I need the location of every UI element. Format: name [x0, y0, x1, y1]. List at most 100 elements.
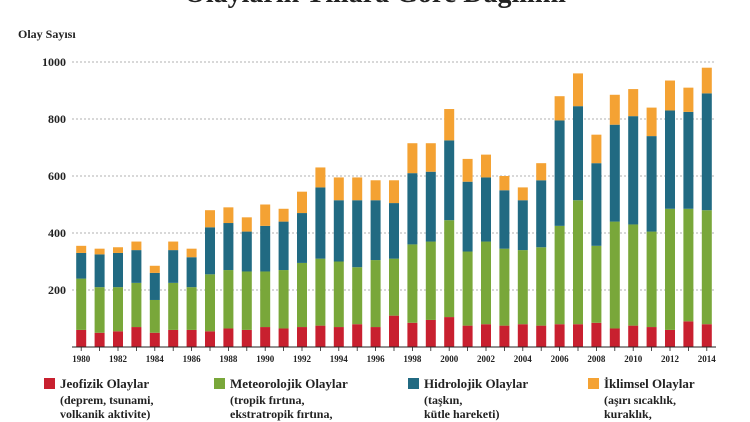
legend-description: (tropik fırtına, [230, 393, 304, 407]
bar-segment [554, 96, 565, 121]
bar-segment [149, 265, 160, 273]
bar-segment [94, 254, 105, 288]
bar-segment [297, 327, 307, 347]
bar-segment [370, 200, 381, 261]
bar-segment [76, 329, 87, 347]
legend-swatch [588, 378, 599, 389]
bar-segment [241, 231, 252, 272]
bar-segment [591, 134, 602, 164]
bar-segment [407, 322, 418, 347]
y-axis-label: Olay Sayısı [18, 27, 76, 41]
bar-segment [333, 177, 344, 201]
y-tick-label: 600 [48, 169, 66, 183]
legend-swatch [44, 378, 55, 389]
bar-segment [260, 271, 271, 328]
bar-segment [517, 250, 528, 325]
x-tick-label: 2000 [440, 354, 459, 364]
bar-segment [168, 282, 179, 330]
bar-segment [241, 271, 252, 330]
bar-segment [76, 278, 87, 330]
bar-segment [628, 224, 639, 326]
bar-segment [278, 270, 289, 329]
bar-segment [591, 322, 602, 347]
bar-segment [646, 136, 657, 232]
bar-segment [223, 207, 234, 224]
bar-segment [333, 261, 344, 328]
bar-segment [241, 329, 252, 347]
x-tick-label: 1992 [293, 354, 312, 364]
x-tick-label: 1998 [403, 354, 422, 364]
bar-segment [701, 93, 712, 211]
bar-segment [628, 116, 639, 225]
bar-segment [665, 80, 675, 111]
bar-segment [444, 220, 455, 318]
bar-segment [223, 223, 234, 271]
bar-segment [278, 328, 289, 347]
bar-segment [223, 328, 234, 347]
bar-segment [149, 299, 160, 333]
bar-segment [223, 270, 234, 329]
bar-segment [260, 225, 271, 272]
bar-segment [186, 287, 197, 330]
bar-segment [609, 124, 620, 222]
bar-segment [462, 181, 473, 252]
bar-segment [665, 329, 675, 347]
bar-segment [370, 260, 381, 328]
legend-description: (aşırı sıcaklık, [604, 393, 676, 407]
bar-segment [517, 324, 528, 347]
legend-description: ekstratropik fırtına, [230, 407, 332, 421]
bar-segment [683, 208, 694, 322]
bar-segment [591, 163, 602, 246]
bar-segment [499, 176, 510, 191]
bar-segment [131, 327, 142, 347]
x-tick-label: 1988 [219, 354, 238, 364]
bar-segment [481, 241, 491, 325]
bar-segment [260, 327, 271, 347]
x-tick-label: 2002 [477, 354, 496, 364]
bar-segment [297, 213, 307, 263]
bar-segment [315, 258, 326, 326]
bar-segment [462, 325, 473, 347]
bar-segment [333, 200, 344, 262]
bar-segment [297, 262, 307, 328]
bar-segment [425, 319, 436, 347]
bar-segment [536, 325, 547, 347]
bar-segment [628, 325, 639, 347]
bar-segment [260, 204, 271, 226]
x-tick-label: 1982 [109, 354, 128, 364]
bar-segment [205, 227, 215, 275]
bar-segment [481, 324, 491, 347]
bar-segment [609, 328, 620, 347]
legend-label: Hidrolojik Olaylar [424, 376, 528, 391]
bar-segment [131, 250, 142, 283]
bar-segment [425, 241, 436, 320]
legend-label: Meteorolojik Olaylar [230, 376, 348, 391]
bar-segment [646, 231, 657, 328]
bar-segment [389, 180, 399, 204]
bar-segment [444, 109, 455, 141]
bar-segment [370, 327, 381, 347]
bar-segment [481, 154, 491, 178]
bar-segment [168, 250, 179, 283]
bar-segment [646, 107, 657, 137]
bar-segment [481, 177, 491, 242]
legend-description: kuraklık, [604, 407, 652, 421]
bar-segment [536, 163, 547, 181]
bar-segment [573, 106, 583, 201]
bar-segment [186, 248, 197, 258]
bar-segment [297, 191, 307, 214]
x-tick-label: 1990 [256, 354, 275, 364]
bar-segment [370, 180, 381, 201]
bar-segment [389, 203, 399, 259]
bar-segment [149, 272, 160, 300]
bar-segment [389, 258, 399, 316]
x-tick-label: 1980 [72, 354, 91, 364]
y-tick-label: 200 [48, 283, 66, 297]
bar-segment [113, 287, 123, 332]
legend-label: İklimsel Olaylar [604, 376, 695, 391]
x-tick-label: 1984 [146, 354, 165, 364]
bar-segment [168, 329, 179, 347]
legend-description: (deprem, tsunami, [60, 393, 153, 407]
legend-swatch [408, 378, 419, 389]
y-tick-label: 800 [48, 112, 66, 126]
